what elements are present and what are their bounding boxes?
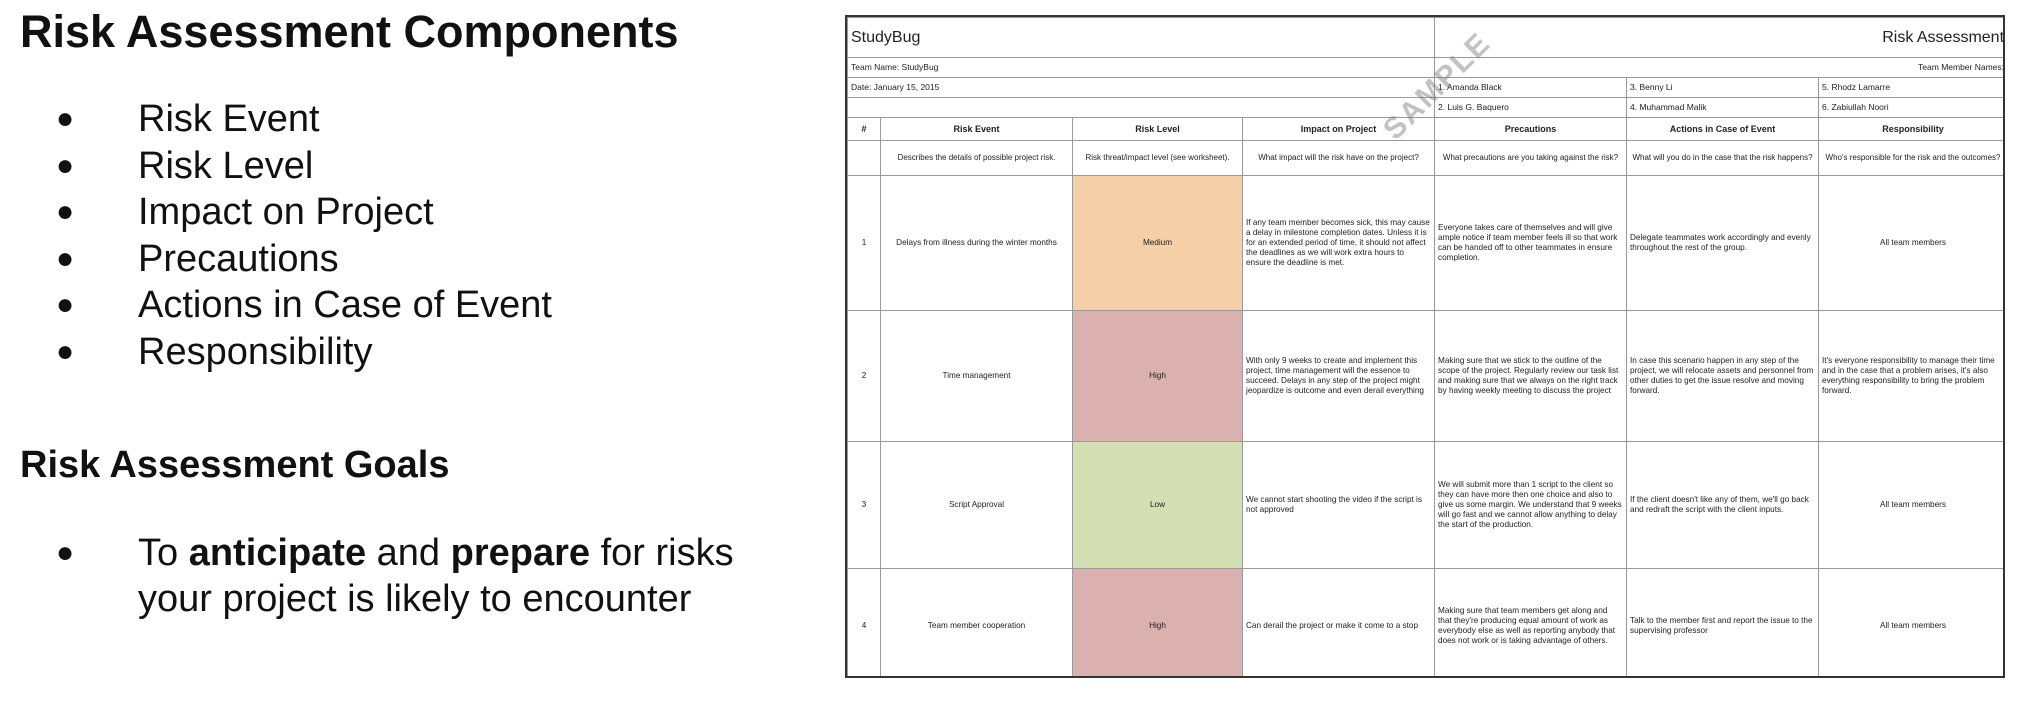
actions: Delegate teammates work accordingly and …: [1626, 175, 1820, 311]
risk-table: StudyBug Risk Assessment Team Name: Stud…: [847, 17, 2003, 676]
col-header: Impact on Project: [1241, 117, 1436, 141]
goal-bold-prepare: prepare: [450, 532, 591, 574]
risk-level: Low: [1072, 441, 1243, 569]
col-header: Actions in Case of Event: [1626, 117, 1820, 141]
component-label: Responsibility: [138, 330, 373, 373]
table-row: 4 Team member cooperation High Can derai…: [847, 568, 2003, 676]
col-header: Precautions: [1434, 117, 1628, 141]
meta-row: Team Name: StudyBug Team Member Names:: [847, 57, 2003, 78]
meta-row: 2. Luis G. Baquero 4. Muhammad Malik 6. …: [847, 97, 2003, 118]
team-name: Team Name: StudyBug: [847, 57, 1436, 78]
list-item: ● Risk Event: [20, 96, 552, 143]
actions: Talk to the member first and report the …: [1626, 568, 1820, 676]
list-item: ● Risk Level: [20, 143, 552, 190]
component-label: Actions in Case of Event: [138, 284, 552, 326]
responsibility: It's everyone responsibility to manage t…: [1818, 310, 2003, 442]
risk-level: High: [1072, 568, 1243, 676]
risk-assessment-sheet: StudyBug Risk Assessment Team Name: Stud…: [845, 15, 2005, 678]
bullet-icon: ●: [56, 536, 75, 569]
precautions: We will submit more than 1 script to the…: [1434, 441, 1628, 569]
member-name: 2. Luis G. Baquero: [1434, 97, 1628, 118]
impact: We cannot start shooting the video if th…: [1241, 441, 1436, 569]
list-item: ● Impact on Project: [20, 189, 552, 236]
col-header: #: [847, 117, 881, 141]
member-name: 5. Rhodz Lamarre: [1818, 77, 2003, 98]
risk-level: Medium: [1072, 175, 1243, 311]
components-list: ● Risk Event ● Risk Level ● Impact on Proje…: [20, 96, 552, 375]
components-heading: Risk Assessment Components: [20, 6, 679, 57]
col-header: Responsibility: [1818, 117, 2003, 141]
member-name: 4. Muhammad Malik: [1626, 97, 1820, 118]
list-item: ● Responsibility: [20, 329, 552, 376]
bullet-icon: ●: [56, 334, 75, 368]
actions: In case this scenario happen in any step…: [1626, 310, 1820, 442]
precautions: Making sure that team members get along …: [1434, 568, 1628, 676]
col-description: Who's responsible for the risk and the o…: [1818, 140, 2003, 176]
risk-event: Team member cooperation: [880, 568, 1073, 676]
component-label: Precautions: [138, 237, 339, 280]
member-name: 3. Benny Li: [1626, 77, 1820, 98]
bullet-icon: ●: [56, 102, 75, 135]
goals-heading: Risk Assessment Goals: [20, 444, 450, 486]
impact: If any team member becomes sick, this ma…: [1241, 175, 1436, 311]
bullet-icon: ●: [56, 195, 75, 228]
app-name: StudyBug: [847, 17, 1436, 58]
goal-item: ● To anticipate and prepare for risks yo…: [20, 530, 798, 622]
member-name: 1. Amanda Black: [1434, 77, 1628, 98]
col-description: What impact will the risk have on the pr…: [1241, 140, 1436, 176]
team-members-label: Team Member Names:: [1434, 57, 2003, 78]
risk-level: High: [1072, 310, 1243, 442]
empty-cell: [847, 97, 1436, 118]
impact: With only 9 weeks to create and implemen…: [1241, 310, 1436, 442]
header-row: # Risk Event Risk Level Impact on Projec…: [847, 117, 2003, 141]
responsibility: All team members: [1818, 175, 2003, 311]
bullet-icon: ●: [56, 288, 75, 321]
member-name: 6. Zabiullah Noori: [1818, 97, 2003, 118]
table-row: 2 Time management High With only 9 weeks…: [847, 310, 2003, 442]
table-row: 1 Delays from illness during the winter …: [847, 175, 2003, 311]
risk-event: Delays from illness during the winter mo…: [880, 175, 1073, 311]
actions: If the client doesn't like any of them, …: [1626, 441, 1820, 569]
col-description: Describes the details of possible projec…: [880, 140, 1073, 176]
goal-text-part: and: [366, 532, 451, 574]
responsibility: All team members: [1818, 568, 2003, 676]
impact: Can derail the project or make it come t…: [1241, 568, 1436, 676]
sheet-title-row: StudyBug Risk Assessment: [847, 17, 2003, 58]
col-header: Risk Event: [880, 117, 1073, 141]
component-label: Risk Level: [138, 144, 314, 187]
goal-text-part: for risks your project is likely to enco…: [138, 532, 734, 620]
responsibility: All team members: [1818, 441, 2003, 569]
goal-text: To anticipate and prepare for risks your…: [20, 530, 798, 622]
date: Date: January 15, 2015: [847, 77, 1436, 98]
col-description: [847, 140, 881, 176]
list-item: ● Precautions: [20, 236, 552, 283]
col-description: What will you do in the case that the ri…: [1626, 140, 1820, 176]
col-header: Risk Level: [1072, 117, 1243, 141]
list-item: ● Actions in Case of Event: [20, 282, 552, 329]
precautions: Everyone takes care of themselves and wi…: [1434, 175, 1628, 311]
goal-bold-anticipate: anticipate: [188, 532, 367, 574]
goal-text-part: To: [138, 532, 189, 574]
bullet-icon: ●: [56, 148, 75, 182]
component-label: Impact on Project: [138, 191, 434, 233]
row-number: 3: [847, 441, 881, 569]
col-description: Risk threat/impact level (see worksheet)…: [1072, 140, 1243, 176]
bullet-icon: ●: [56, 241, 75, 275]
description-row: Describes the details of possible projec…: [847, 140, 2003, 176]
row-number: 4: [847, 568, 881, 676]
meta-row: Date: January 15, 2015 1. Amanda Black 3…: [847, 77, 2003, 98]
col-description: What precautions are you taking against …: [1434, 140, 1628, 176]
risk-event: Time management: [880, 310, 1073, 442]
row-number: 2: [847, 310, 881, 442]
sheet-title: Risk Assessment: [1434, 17, 2003, 58]
component-label: Risk Event: [138, 98, 320, 140]
table-row: 3 Script Approval Low We cannot start sh…: [847, 441, 2003, 569]
risk-event: Script Approval: [880, 441, 1073, 569]
precautions: Making sure that we stick to the outline…: [1434, 310, 1628, 442]
row-number: 1: [847, 175, 881, 311]
